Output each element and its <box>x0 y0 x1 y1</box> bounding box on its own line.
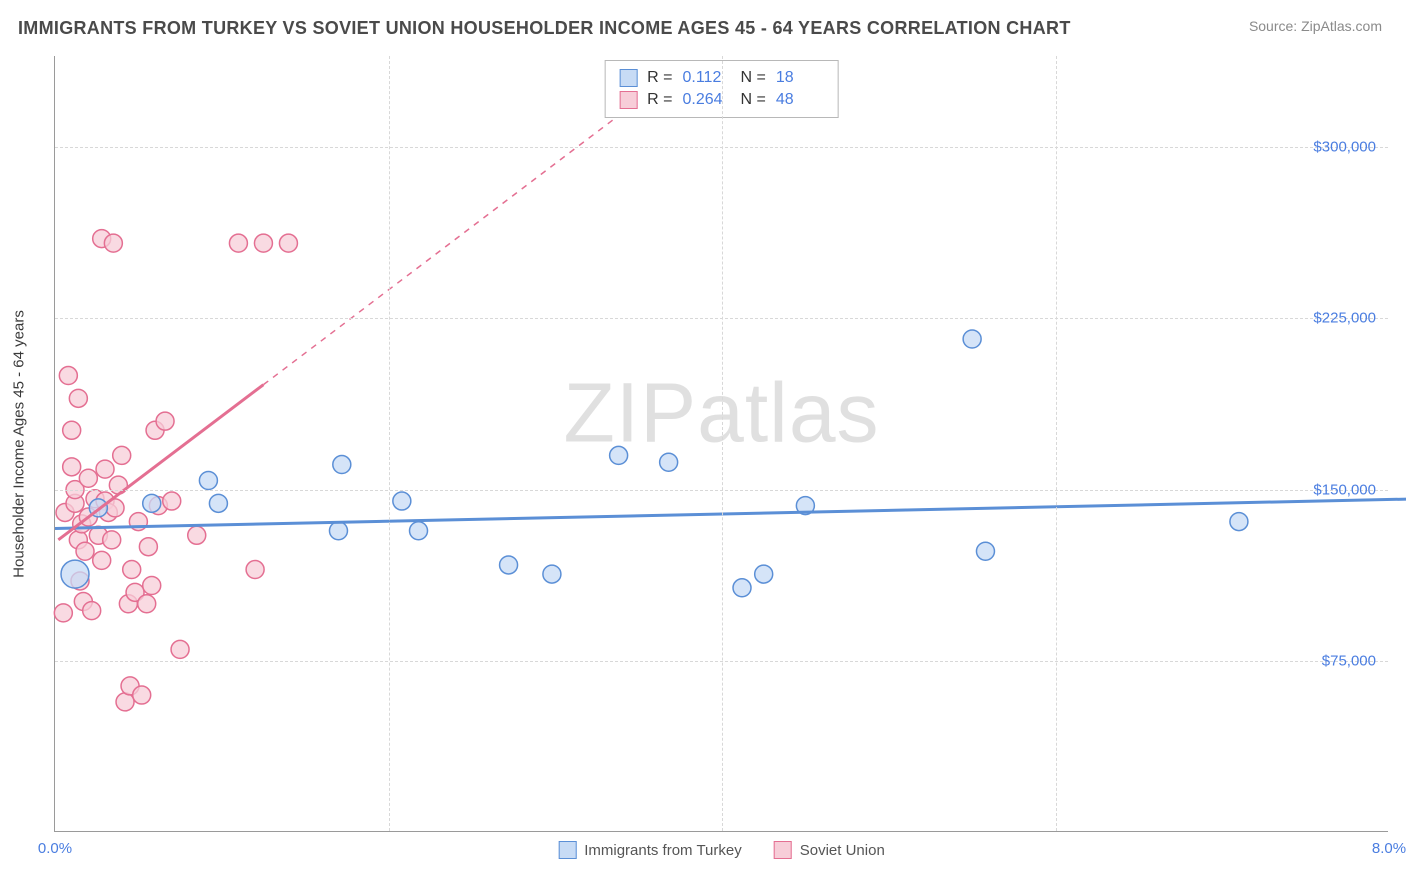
bottom-legend: Immigrants from Turkey Soviet Union <box>558 841 885 859</box>
y-tick-label: $225,000 <box>1313 310 1376 327</box>
scatter-point <box>171 640 189 658</box>
gridline-vertical <box>1056 56 1057 831</box>
scatter-point <box>246 561 264 579</box>
stats-swatch <box>619 69 637 87</box>
scatter-point <box>104 234 122 252</box>
y-tick-label: $150,000 <box>1313 481 1376 498</box>
source-attribution: Source: ZipAtlas.com <box>1249 18 1382 34</box>
stat-r-value: 0.264 <box>683 91 731 109</box>
scatter-point <box>143 494 161 512</box>
stat-r-value: 0.112 <box>683 69 731 87</box>
stat-n-label: N = <box>741 69 766 87</box>
legend-item-soviet: Soviet Union <box>774 841 885 859</box>
regression-line <box>55 499 1406 529</box>
scatter-point <box>279 234 297 252</box>
stat-r-label: R = <box>647 69 672 87</box>
scatter-point <box>660 453 678 471</box>
scatter-point <box>410 522 428 540</box>
scatter-point <box>254 234 272 252</box>
scatter-point <box>83 602 101 620</box>
legend-swatch-turkey <box>558 841 576 859</box>
scatter-point <box>163 492 181 510</box>
scatter-point <box>143 577 161 595</box>
scatter-point <box>96 460 114 478</box>
scatter-point <box>209 494 227 512</box>
stat-n-value: 48 <box>776 91 824 109</box>
scatter-point <box>103 531 121 549</box>
x-tick-label: 8.0% <box>1372 840 1406 857</box>
scatter-point <box>116 693 134 711</box>
scatter-point <box>393 492 411 510</box>
source-name: ZipAtlas.com <box>1301 18 1382 34</box>
stats-swatch <box>619 91 637 109</box>
chart-title: IMMIGRANTS FROM TURKEY VS SOVIET UNION H… <box>18 18 1071 39</box>
scatter-point <box>963 330 981 348</box>
scatter-point <box>59 367 77 385</box>
scatter-point <box>500 556 518 574</box>
regression-line <box>58 385 263 540</box>
stat-r-label: R = <box>647 91 672 109</box>
y-tick-label: $300,000 <box>1313 139 1376 156</box>
y-axis-label: Householder Income Ages 45 - 64 years <box>11 310 28 578</box>
source-label: Source: <box>1249 18 1297 34</box>
scatter-point <box>138 595 156 613</box>
scatter-point <box>54 604 72 622</box>
chart-plot-area: Householder Income Ages 45 - 64 years ZI… <box>54 56 1388 832</box>
scatter-point <box>123 561 141 579</box>
scatter-point <box>156 412 174 430</box>
y-tick-label: $75,000 <box>1322 652 1376 669</box>
scatter-point <box>133 686 151 704</box>
scatter-point <box>69 389 87 407</box>
x-tick-label: 0.0% <box>38 840 72 857</box>
legend-label-turkey: Immigrants from Turkey <box>584 842 742 859</box>
stat-n-value: 18 <box>776 69 824 87</box>
gridline-vertical <box>722 56 723 831</box>
scatter-point <box>543 565 561 583</box>
scatter-point <box>733 579 751 597</box>
scatter-point <box>333 456 351 474</box>
scatter-point <box>199 472 217 490</box>
legend-item-turkey: Immigrants from Turkey <box>558 841 742 859</box>
scatter-point <box>63 458 81 476</box>
scatter-point <box>76 542 94 560</box>
scatter-point <box>329 522 347 540</box>
scatter-point <box>610 446 628 464</box>
legend-swatch-soviet <box>774 841 792 859</box>
scatter-point <box>188 526 206 544</box>
legend-label-soviet: Soviet Union <box>800 842 885 859</box>
scatter-point <box>139 538 157 556</box>
scatter-point <box>79 469 97 487</box>
scatter-point <box>755 565 773 583</box>
scatter-point <box>976 542 994 560</box>
scatter-point <box>61 560 89 588</box>
scatter-point <box>63 421 81 439</box>
scatter-point <box>1230 513 1248 531</box>
scatter-point <box>93 551 111 569</box>
scatter-point <box>229 234 247 252</box>
gridline-vertical <box>389 56 390 831</box>
regression-line-dashed <box>263 113 622 385</box>
scatter-point <box>113 446 131 464</box>
stat-n-label: N = <box>741 91 766 109</box>
